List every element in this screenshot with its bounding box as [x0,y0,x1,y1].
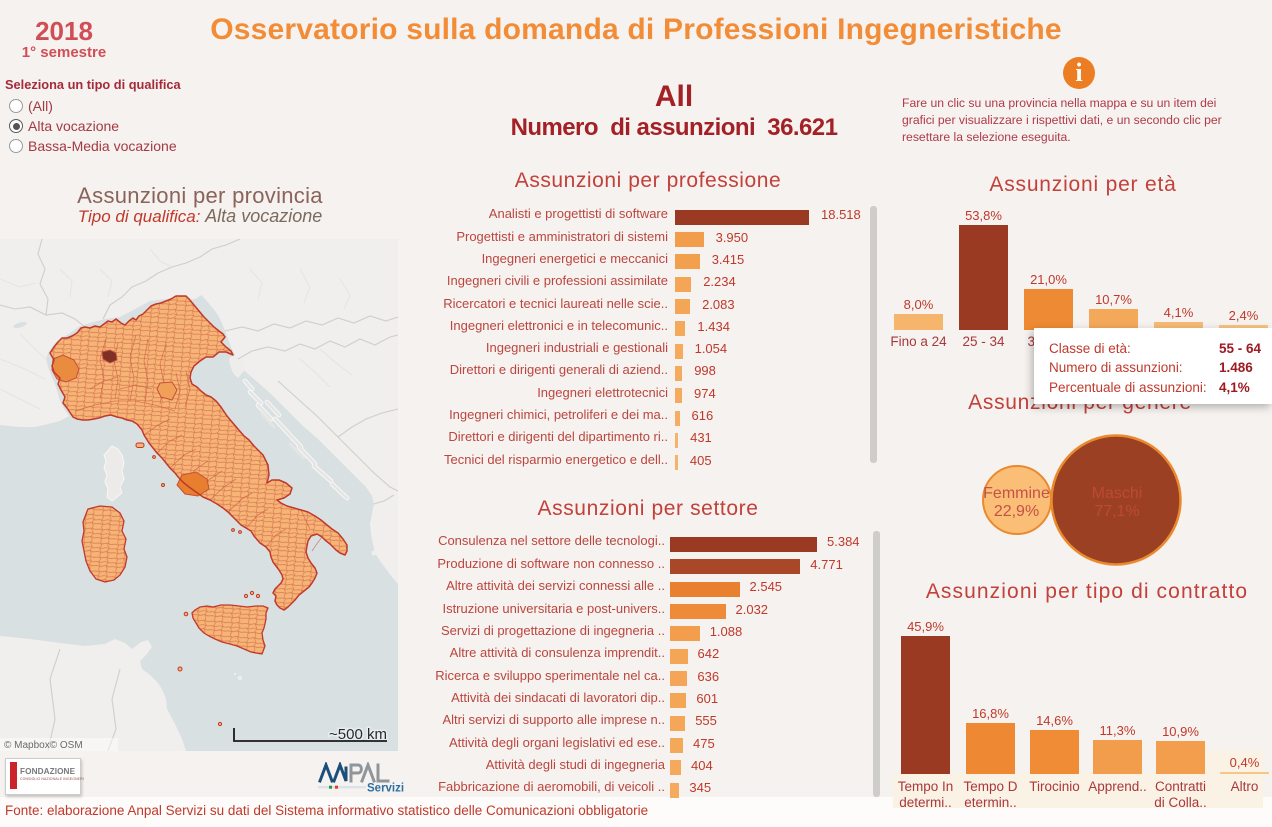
svg-text:77,1%: 77,1% [1094,503,1139,520]
svg-text:Servizi: Servizi [367,783,404,795]
svg-text:22,9%: 22,9% [994,503,1039,520]
svg-text:Femmine: Femmine [983,485,1050,502]
svg-text:© Mapbox© OSM: © Mapbox© OSM [4,740,83,751]
svg-text:~500 km: ~500 km [329,726,387,743]
svg-text:Maschi: Maschi [1092,485,1143,502]
